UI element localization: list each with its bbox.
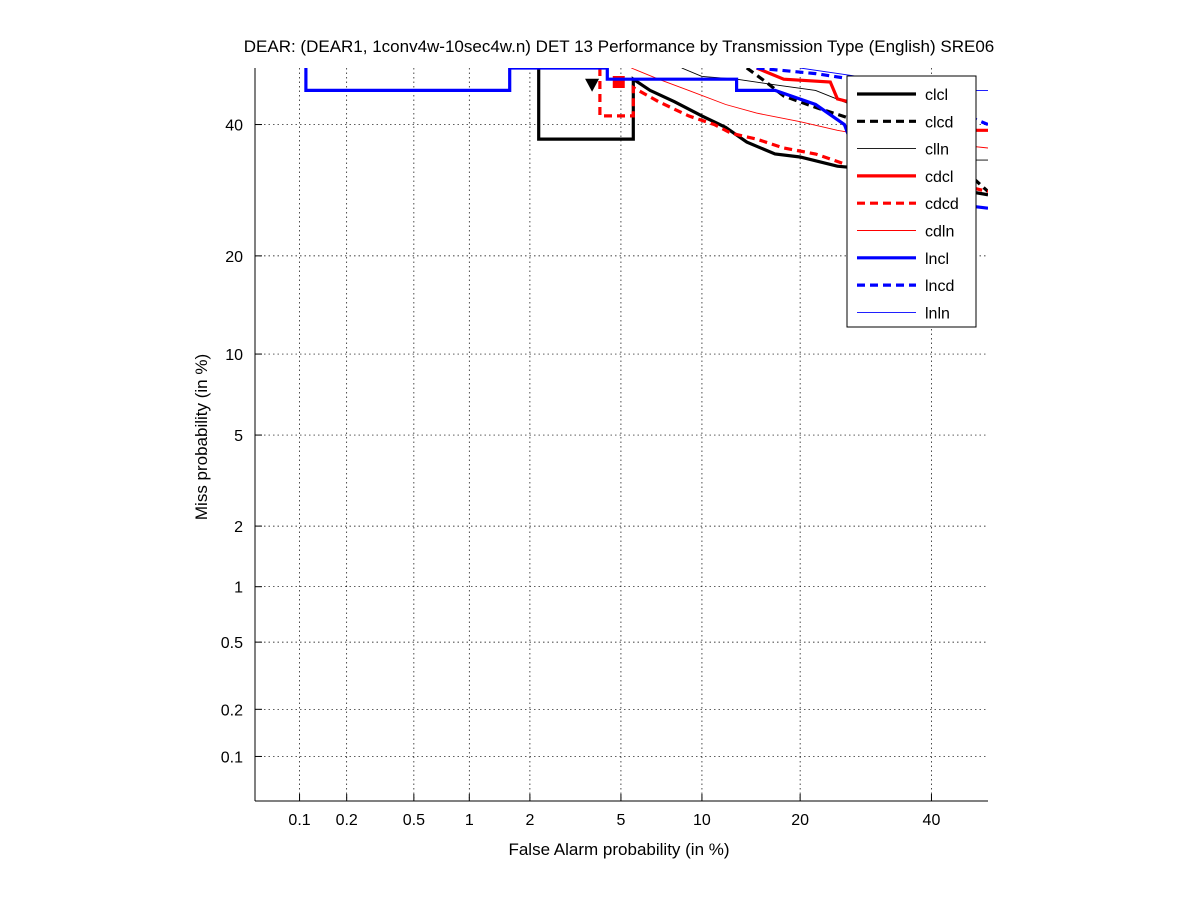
legend-item-clcd: clcd — [857, 114, 953, 131]
legend-item-cdln: cdln — [857, 224, 954, 241]
y-tick-label: 1 — [234, 580, 243, 597]
legend-item-clcl: clcl — [857, 87, 948, 104]
legend-label-cdcl: cdcl — [925, 169, 953, 186]
y-tick-label: 0.2 — [221, 702, 243, 719]
y-tick-label: 40 — [225, 118, 243, 135]
legend-item-cdcd: cdcd — [857, 196, 959, 213]
min-dcf-marker-clcl — [585, 78, 600, 92]
legend-label-lncd: lncd — [925, 278, 954, 295]
x-axis-label: False Alarm probability (in %) — [508, 840, 729, 859]
y-tick-label: 10 — [225, 347, 243, 364]
legend-label-clcd: clcd — [925, 114, 953, 131]
x-tick-label: 0.1 — [288, 812, 310, 829]
legend-label-lncl: lncl — [925, 251, 949, 268]
legend-label-lnln: lnln — [925, 305, 950, 322]
legend-item-clln: clln — [857, 142, 949, 159]
legend-item-lncd: lncd — [857, 278, 954, 295]
y-tick-label: 2 — [234, 519, 243, 536]
x-tick-label: 40 — [923, 812, 941, 829]
x-tick-label: 20 — [791, 812, 809, 829]
x-tick-label: 1 — [465, 812, 474, 829]
legend-label-clcl: clcl — [925, 87, 948, 104]
x-tick-label: 0.5 — [403, 812, 425, 829]
x-tick-label: 0.2 — [336, 812, 358, 829]
axis-ticks: 0.1 0.2 0.5 1 2 5 10 20 40 0.1 0.2 0.5 1 2 5 10 20 40 — [221, 118, 941, 829]
y-tick-label: 5 — [234, 428, 243, 445]
y-tick-label: 0.5 — [221, 635, 243, 652]
y-tick-label: 0.1 — [221, 749, 243, 766]
chart-title: DEAR: (DEAR1, 1conv4w-10sec4w.n) DET 13 … — [244, 37, 995, 56]
legend-label-clln: clln — [925, 142, 949, 159]
legend-item-lncl: lncl — [857, 251, 949, 268]
legend-label-cdcd: cdcd — [925, 196, 959, 213]
grid-lines — [255, 68, 988, 801]
y-tick-label: 20 — [225, 249, 243, 266]
legend-label-cdln: cdln — [925, 224, 954, 241]
legend: clcl clcd clln cdcl cdcd cdln lncl lncd lnln — [846, 75, 977, 328]
x-tick-label: 5 — [616, 812, 625, 829]
y-axis-label: Miss probability (in %) — [192, 354, 211, 520]
x-tick-label: 10 — [693, 812, 711, 829]
x-tick-label: 2 — [525, 812, 534, 829]
legend-item-lnln: lnln — [857, 305, 950, 322]
legend-item-cdcl: cdcl — [857, 169, 953, 186]
